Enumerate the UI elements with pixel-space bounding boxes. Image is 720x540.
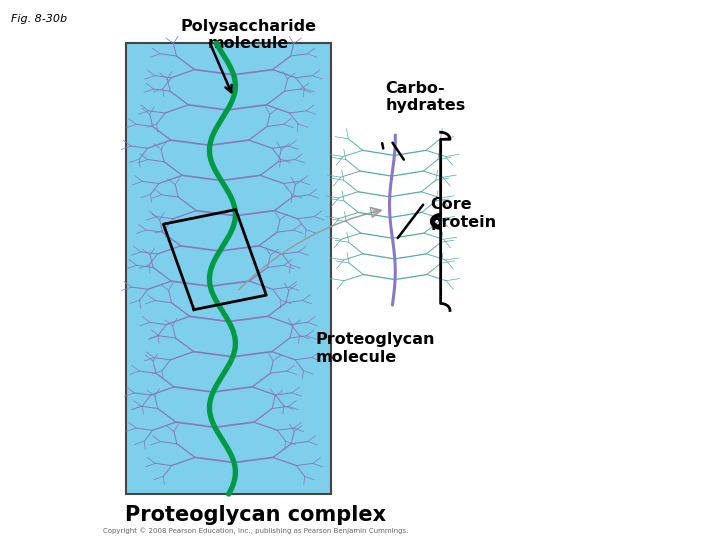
Text: Proteoglycan complex: Proteoglycan complex <box>125 505 386 525</box>
Text: Core
protein: Core protein <box>431 197 497 230</box>
Text: Proteoglycan
molecule: Proteoglycan molecule <box>315 332 435 365</box>
Bar <box>126 43 331 494</box>
Text: Polysaccharide
molecule: Polysaccharide molecule <box>181 19 316 51</box>
Text: Carbo-
hydrates: Carbo- hydrates <box>385 81 465 113</box>
Text: Copyright © 2008 Pearson Education, Inc., publishing as Pearson Benjamin Cumming: Copyright © 2008 Pearson Education, Inc.… <box>103 527 408 534</box>
FancyArrowPatch shape <box>238 207 382 290</box>
Text: Fig. 8-30b: Fig. 8-30b <box>11 14 67 24</box>
